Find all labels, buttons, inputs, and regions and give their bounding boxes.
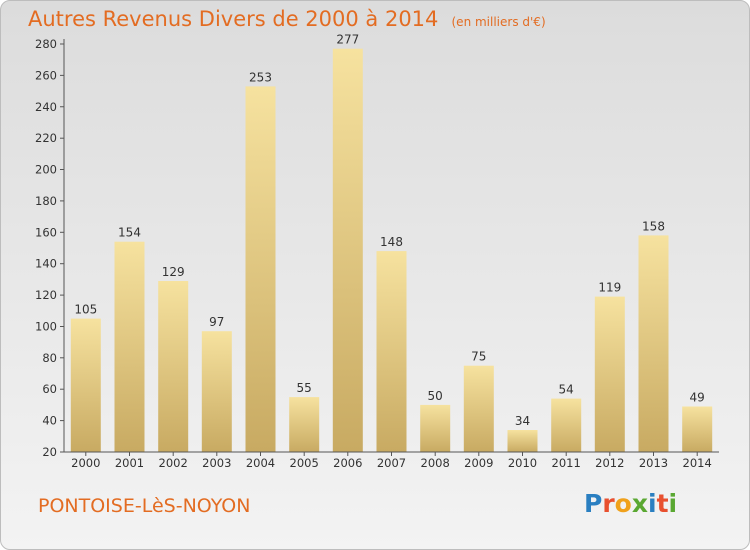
value-label-2004: 253 [249, 70, 272, 84]
x-tick-label-2009: 2009 [464, 456, 493, 470]
axes-group: 2000 2001 2002 2003 2004 2005 2006 2007 2008 2009… [35, 37, 719, 470]
logo-letter: i [648, 489, 657, 518]
x-tick-label-2003: 2003 [202, 456, 231, 470]
value-label-2013: 158 [642, 219, 665, 233]
value-label-2002: 129 [162, 265, 185, 279]
bars-group [70, 48, 713, 453]
value-label-2005: 55 [297, 381, 312, 395]
y-tick-label-80: 80 [42, 351, 57, 365]
y-tick-label-160: 160 [35, 225, 57, 239]
proxiti-logo: Proxiti [584, 489, 677, 518]
chart-title: Autres Revenus Divers de 2000 à 2014 (en… [28, 7, 546, 31]
value-labels-group: 105 154 129 97 253 55 277 148 50 75 34 54 119 158 49 [74, 33, 704, 428]
logo-letter: o [614, 489, 632, 518]
bar-2001 [114, 241, 145, 452]
y-tick-label-120: 120 [35, 288, 57, 302]
logo-letter: i [668, 489, 678, 518]
value-label-2008: 50 [428, 389, 443, 403]
logo-letter: P [584, 489, 603, 518]
x-tick-label-2000: 2000 [71, 456, 100, 470]
value-label-2009: 75 [471, 350, 486, 364]
bar-2006 [332, 48, 363, 452]
y-tick-label-200: 200 [35, 163, 57, 177]
bar-2013 [638, 235, 669, 452]
x-tick-label-2012: 2012 [595, 456, 624, 470]
bar-2007 [376, 251, 407, 452]
commune-name: PONTOISE-LèS-NOYON [38, 495, 251, 517]
logo-letter: x [631, 489, 648, 518]
chart-title-main: Autres Revenus Divers de 2000 à 2014 [28, 7, 439, 31]
value-label-2001: 154 [118, 226, 141, 240]
bar-2008 [420, 404, 451, 452]
x-tick-label-2008: 2008 [421, 456, 450, 470]
x-tick-label-2010: 2010 [508, 456, 537, 470]
value-label-2012: 119 [598, 281, 621, 295]
bar-2014 [682, 406, 713, 452]
value-label-2003: 97 [209, 315, 224, 329]
value-label-2014: 49 [690, 391, 705, 405]
y-tick-label-220: 220 [35, 131, 57, 145]
value-label-2007: 148 [380, 235, 403, 249]
y-tick-label-60: 60 [42, 382, 57, 396]
x-tick-label-2007: 2007 [377, 456, 406, 470]
x-tick-label-2004: 2004 [246, 456, 275, 470]
logo-letter: t [656, 489, 669, 518]
y-tick-label-240: 240 [35, 100, 57, 114]
bar-2004 [245, 86, 276, 453]
y-tick-label-100: 100 [35, 320, 57, 334]
value-label-2011: 54 [559, 383, 574, 397]
x-tick-label-2014: 2014 [683, 456, 712, 470]
bar-2012 [594, 296, 625, 452]
value-label-2010: 34 [515, 414, 530, 428]
bar-2010 [507, 430, 538, 452]
y-tick-label-40: 40 [42, 414, 57, 428]
x-tick-label-2006: 2006 [333, 456, 362, 470]
y-tick-label-260: 260 [35, 68, 57, 82]
bar-2002 [158, 281, 189, 452]
x-tick-label-2002: 2002 [159, 456, 188, 470]
y-tick-label-20: 20 [42, 445, 57, 459]
y-tick-label-180: 180 [35, 194, 57, 208]
y-tick-label-280: 280 [35, 37, 57, 51]
x-tick-label-2013: 2013 [639, 456, 668, 470]
bar-2009 [463, 365, 494, 452]
logo-letter: r [602, 489, 615, 518]
x-tick-label-2001: 2001 [115, 456, 144, 470]
chart-title-unit: (en milliers d'€) [451, 15, 546, 29]
bar-2000 [70, 318, 101, 452]
bar-2011 [551, 398, 582, 452]
x-tick-label-2011: 2011 [552, 456, 581, 470]
x-tick-label-2005: 2005 [290, 456, 319, 470]
y-tick-label-140: 140 [35, 257, 57, 271]
value-label-2006: 277 [336, 33, 359, 47]
bar-2005 [289, 397, 320, 452]
value-label-2000: 105 [74, 303, 97, 317]
bar-2003 [201, 331, 232, 452]
